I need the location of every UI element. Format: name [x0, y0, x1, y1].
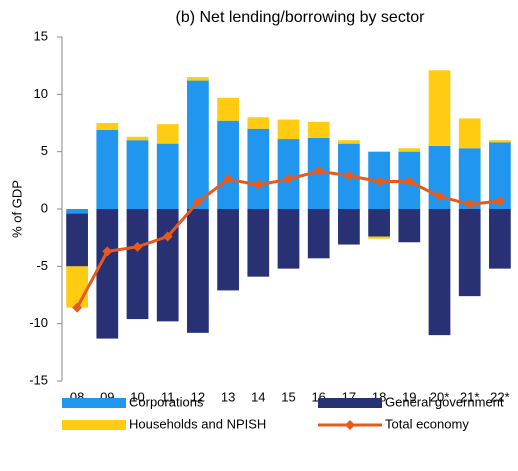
y-tick-label: 15 [34, 28, 48, 43]
x-tick-label: 21* [460, 389, 480, 404]
bar [458, 148, 481, 209]
bar [96, 129, 119, 209]
bar [247, 209, 270, 277]
bar [156, 124, 179, 144]
x-tick-label: 12 [191, 389, 205, 404]
bar [458, 118, 481, 149]
legend-swatch [318, 398, 382, 408]
line-marker [464, 199, 475, 210]
bar [307, 121, 330, 138]
bar [217, 209, 239, 291]
line-marker [102, 246, 113, 257]
line-marker [434, 191, 445, 202]
x-tick-label: 14 [251, 389, 265, 404]
bar [277, 119, 300, 140]
bar [217, 97, 239, 121]
bar [187, 77, 209, 81]
y-tick-label: -10 [29, 315, 48, 330]
bar [338, 209, 360, 245]
legend-label: General government [385, 394, 504, 409]
y-tick-label: 10 [34, 86, 48, 101]
line-marker [404, 176, 415, 187]
bar [126, 140, 149, 209]
bar [307, 209, 330, 259]
line-marker [313, 166, 324, 177]
legend-swatch [62, 398, 126, 408]
y-tick-label: 5 [41, 143, 48, 158]
line-marker [162, 231, 173, 242]
bar [187, 209, 209, 333]
bar [66, 209, 88, 214]
line-marker [253, 179, 264, 190]
legend-label: Corporations [129, 394, 204, 409]
x-tick-label: 10 [130, 389, 144, 404]
line-marker [223, 174, 234, 185]
line-marker [132, 241, 143, 252]
y-tick-label: 0 [41, 200, 48, 215]
legend-label: Total economy [385, 416, 469, 431]
x-tick-label: 15 [281, 389, 295, 404]
bar [66, 266, 88, 308]
y-tick-label: -15 [29, 372, 48, 387]
x-tick-label: 22* [490, 389, 510, 404]
bar [187, 80, 209, 209]
legend-swatch [345, 420, 355, 430]
bar [458, 209, 481, 297]
line-marker [192, 197, 203, 208]
bar [217, 120, 239, 209]
legend-label: Households and NPISH [129, 416, 266, 431]
bar [338, 140, 360, 144]
bar [247, 117, 270, 129]
bar [398, 148, 421, 152]
bar [126, 209, 149, 320]
bar [66, 213, 88, 267]
legend-swatch [62, 420, 126, 430]
bar [398, 209, 421, 243]
bar [96, 209, 119, 339]
line-marker [374, 176, 385, 187]
bar [489, 209, 511, 269]
x-tick-label: 11 [161, 389, 175, 404]
bar [428, 209, 451, 336]
bar [368, 236, 390, 239]
bar [489, 142, 511, 209]
line-marker [494, 195, 505, 206]
bar [277, 139, 300, 209]
y-tick-label: -5 [36, 258, 48, 273]
chart-title: (b) Net lending/borrowing by sector [175, 9, 425, 26]
x-tick-label: 13 [221, 389, 235, 404]
bar [277, 209, 300, 269]
y-axis-label: % of GDP [9, 180, 24, 238]
line-marker [72, 302, 83, 313]
bar [247, 128, 270, 209]
bar [489, 140, 511, 143]
x-tick-label: 19 [402, 389, 416, 404]
line-marker [283, 174, 294, 185]
x-tick-label: 20* [430, 389, 450, 404]
line-marker [343, 170, 354, 181]
bar [126, 136, 149, 141]
bar [428, 70, 451, 146]
bar [368, 209, 390, 237]
bar [156, 143, 179, 209]
bar [96, 123, 119, 130]
